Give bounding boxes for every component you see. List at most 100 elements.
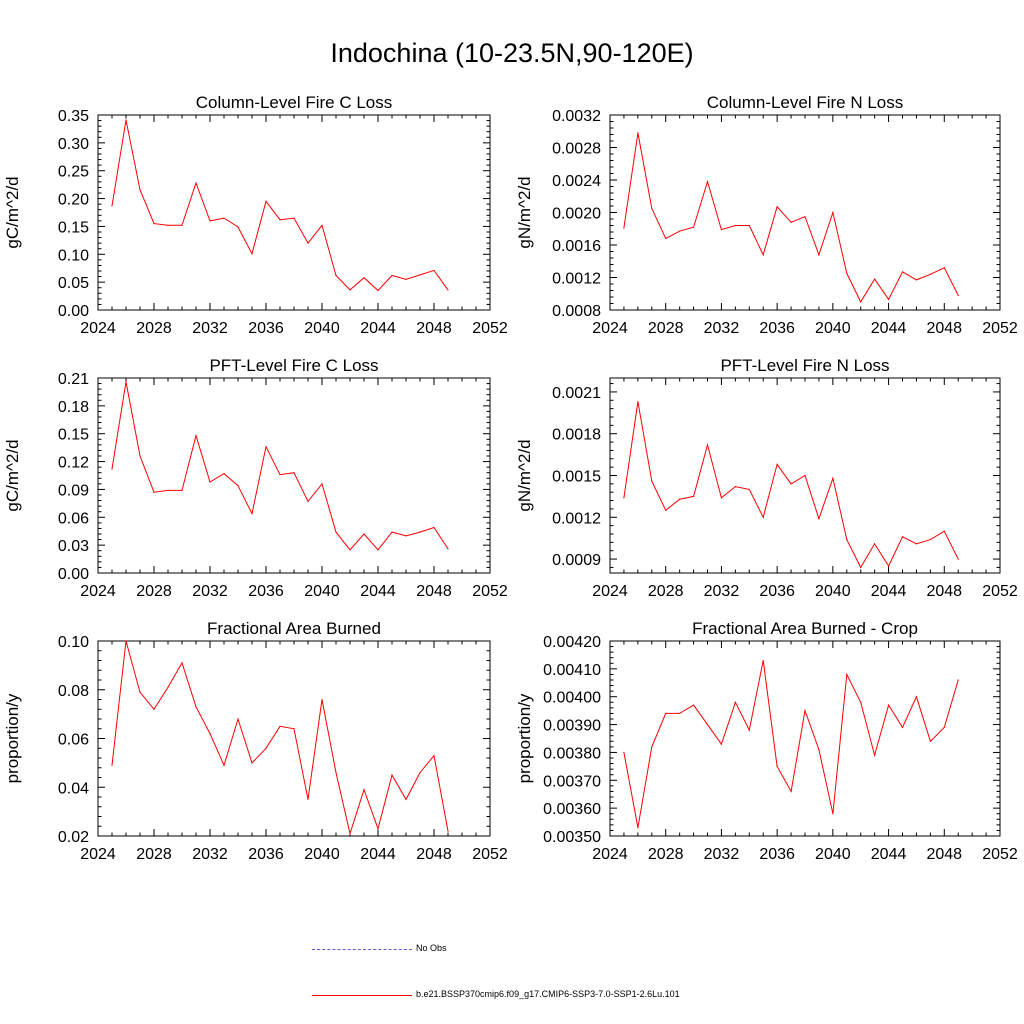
x-tick-label: 2028 [648, 846, 684, 863]
data-point [637, 827, 639, 829]
data-point [279, 725, 281, 727]
y-tick-label: 0.0016 [552, 238, 601, 255]
y-tick-label: 0.0012 [552, 510, 601, 527]
data-point [957, 679, 959, 681]
y-tick-label: 0.03 [58, 538, 89, 555]
data-point [153, 491, 155, 493]
chart-panel-1: Column-Level Fire C Loss gC/m^2/d 2024 2028… [3, 93, 508, 337]
legend-line-model [312, 995, 412, 996]
data-point [762, 659, 764, 662]
data-point [832, 477, 834, 479]
data-point [377, 828, 379, 830]
data-point [832, 813, 834, 815]
y-tick-label: 0.12 [58, 455, 89, 472]
data-point [665, 237, 667, 240]
data-point [860, 566, 862, 569]
data-point [307, 798, 309, 801]
data-point [307, 242, 309, 244]
data-point [111, 468, 113, 470]
data-point [887, 565, 890, 567]
y-tick-label: 0.15 [58, 219, 89, 236]
x-tick-label: 2036 [759, 846, 795, 863]
data-point [637, 132, 639, 134]
x-tick-label: 2036 [759, 583, 795, 600]
data-point [307, 500, 309, 503]
data-point [846, 673, 848, 676]
data-point [125, 640, 127, 642]
data-point [391, 774, 393, 776]
data-point [405, 535, 407, 537]
data-point [692, 704, 695, 706]
x-tick-label: 2028 [648, 320, 684, 337]
data-point [665, 712, 667, 715]
y-tick-label: 0.09 [58, 482, 89, 499]
data-point [706, 723, 709, 726]
data-point [335, 772, 337, 774]
data-point [405, 278, 407, 280]
data-point [915, 696, 918, 698]
x-tick-label: 2040 [304, 583, 340, 600]
data-point [237, 226, 239, 228]
data-point [167, 489, 169, 491]
data-point [181, 224, 183, 226]
x-tick-label: 2044 [871, 846, 907, 863]
data-point [391, 274, 393, 277]
data-point [637, 401, 639, 403]
y-axis-label: gN/m^2/d [515, 176, 534, 248]
x-tick-label: 2048 [926, 583, 962, 600]
data-point [651, 207, 653, 210]
panel-title: Fractional Area Burned [207, 619, 381, 638]
y-tick-label: 0.35 [58, 108, 89, 125]
data-point [293, 728, 295, 730]
data-point [363, 533, 365, 535]
x-tick-label: 2024 [80, 320, 116, 337]
series-line [623, 401, 959, 569]
data-point [447, 830, 449, 832]
y-tick-label: 0.00350 [543, 829, 601, 846]
series-line [623, 660, 959, 828]
plot-frame [609, 640, 1001, 837]
y-tick-label: 0.0018 [552, 427, 601, 444]
panel-title: PFT-Level Fire N Loss [720, 356, 889, 375]
data-point [623, 751, 625, 754]
data-point [957, 294, 959, 296]
panel-title: PFT-Level Fire C Loss [209, 356, 378, 375]
data-point [818, 254, 820, 256]
y-tick-label: 0.00390 [543, 718, 601, 735]
y-tick-label: 0.0015 [552, 469, 601, 486]
data-point [720, 743, 723, 745]
y-tick-label: 0.0024 [552, 173, 601, 190]
data-point [692, 495, 695, 497]
x-tick-label: 2048 [926, 320, 962, 337]
data-point [692, 226, 695, 228]
x-tick-label: 2048 [926, 846, 962, 863]
data-point [720, 228, 723, 231]
data-point [706, 181, 709, 183]
series-line [111, 640, 449, 836]
y-axis-label: proportion/y [3, 693, 22, 783]
data-point [874, 543, 876, 545]
data-point [251, 253, 253, 255]
data-point [776, 765, 778, 767]
data-point [209, 733, 211, 735]
y-tick-label: 0.0008 [552, 303, 601, 320]
data-point [153, 708, 155, 710]
data-point [776, 206, 778, 208]
y-tick-label: 0.0012 [552, 271, 601, 288]
data-point [419, 274, 421, 276]
data-point [265, 200, 267, 202]
data-point [321, 224, 323, 226]
x-tick-label: 2044 [871, 583, 907, 600]
plot-frame [97, 377, 491, 574]
chart-panel-6: Fractional Area Burned - Crop proportion/… [515, 619, 1018, 863]
data-point [748, 729, 750, 731]
data-point [846, 538, 848, 541]
data-point [734, 486, 736, 488]
data-point [943, 726, 945, 728]
data-point [237, 485, 239, 487]
x-tick-label: 2032 [704, 320, 740, 337]
y-axis-label: gN/m^2/d [515, 439, 534, 511]
x-tick-label: 2024 [592, 320, 628, 337]
data-point [111, 205, 113, 207]
data-point [377, 289, 379, 292]
